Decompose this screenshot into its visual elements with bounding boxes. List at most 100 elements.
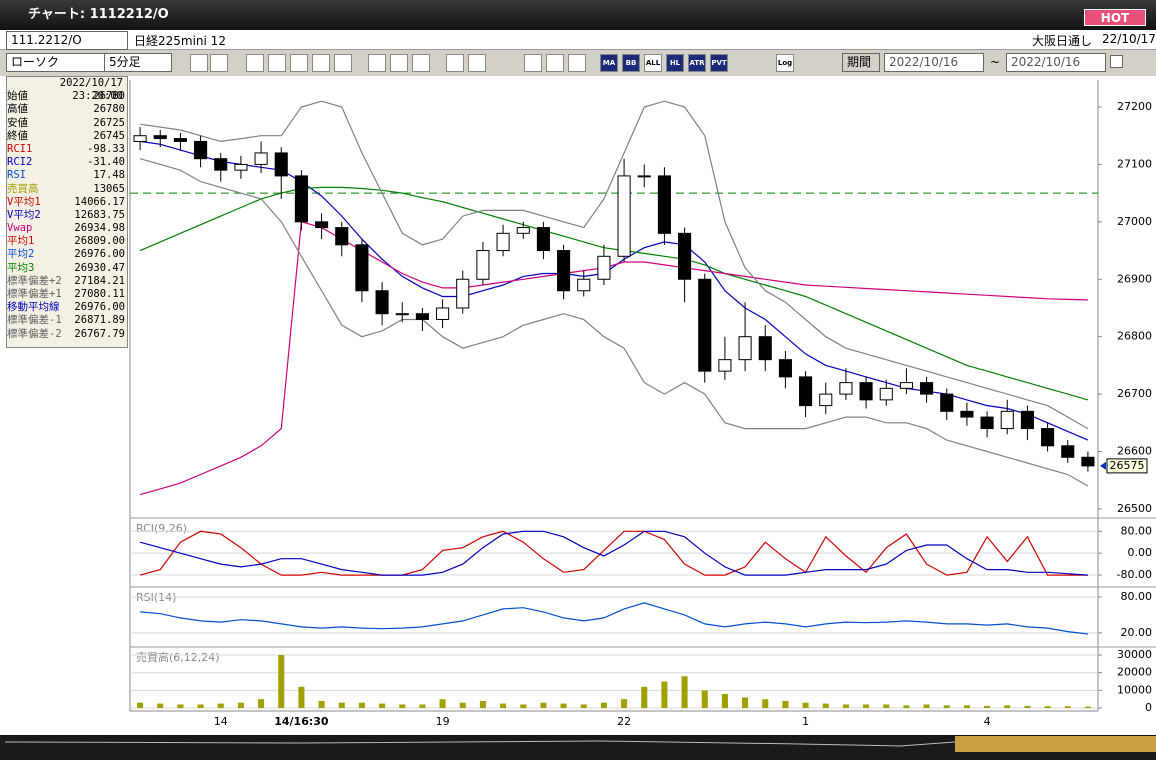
bar <box>883 704 890 708</box>
candle-body <box>476 250 490 280</box>
checkbox[interactable] <box>1110 55 1123 68</box>
to-date[interactable]: 2022/10/16 <box>1006 53 1106 72</box>
indicator-button[interactable]: HL <box>666 54 684 72</box>
bar <box>318 700 325 708</box>
info-row: 終値 26745 <box>7 130 127 143</box>
tool-button[interactable] <box>524 54 542 72</box>
candle-body <box>214 158 228 171</box>
last-price-label: 26575 <box>1110 459 1145 472</box>
info-value: 17.48 <box>93 169 125 182</box>
y-tick-label: 27100 <box>1117 157 1152 170</box>
info-label: 平均2 <box>7 248 35 261</box>
tool-button[interactable] <box>546 54 564 72</box>
info-label: RCI2 <box>7 156 33 169</box>
tool-button[interactable] <box>268 54 286 72</box>
y-tick-label: 20000 <box>1117 666 1152 679</box>
candle-body <box>496 232 510 252</box>
y-tick-label: 27200 <box>1117 100 1152 113</box>
tool-button[interactable] <box>190 54 208 72</box>
bar <box>560 703 567 708</box>
info-value: 14066.17 <box>74 195 125 208</box>
candle-body <box>456 278 470 309</box>
scroll-thumb[interactable] <box>955 736 1156 752</box>
tool-button[interactable] <box>412 54 430 72</box>
period-button[interactable]: 期間 <box>842 53 880 72</box>
bar <box>984 705 991 708</box>
indicator-button[interactable]: ATR <box>688 54 706 72</box>
info-label: 標準偏差+1 <box>7 288 62 300</box>
panel-title: RSI(14) <box>136 591 176 604</box>
bar <box>500 703 507 708</box>
info-panel: 2022/10/17 23:20:00 始値 26780 高値 26780 安値 2672… <box>6 76 128 348</box>
y-tick-label: 0.00 <box>1128 546 1153 559</box>
candle-body <box>375 290 389 315</box>
bar <box>137 702 144 708</box>
indicator-button[interactable]: ALL <box>644 54 662 72</box>
tool-button[interactable] <box>246 54 264 72</box>
bar <box>1004 705 1011 708</box>
info-label: 終値 <box>7 129 28 142</box>
tool-button[interactable] <box>446 54 464 72</box>
bar <box>943 705 950 708</box>
from-date[interactable]: 2022/10/16 <box>884 53 984 72</box>
series-line <box>139 530 1088 576</box>
bar <box>258 699 265 708</box>
info-value: 26725 <box>93 116 125 129</box>
bar <box>802 702 809 708</box>
bar <box>641 686 648 708</box>
info-value: 26809.00 <box>74 235 125 248</box>
tool-button[interactable] <box>468 54 486 72</box>
tool-button[interactable] <box>210 54 228 72</box>
axis-bg <box>1098 76 1156 736</box>
y-tick-label: 80.00 <box>1121 590 1153 603</box>
candle-body <box>1081 456 1095 467</box>
tool-button[interactable] <box>390 54 408 72</box>
indicator-button[interactable]: Log <box>776 54 794 72</box>
info-row: RCI1 -98.33 <box>7 143 127 156</box>
candle-body <box>799 376 813 407</box>
info-row: 標準偏差+1 27080.11 <box>7 288 127 301</box>
indicator-button[interactable]: BB <box>622 54 640 72</box>
tool-button[interactable] <box>290 54 308 72</box>
symbol-input[interactable]: 111.2212/O <box>6 31 128 50</box>
info-label: 始値 <box>7 90 28 103</box>
title-bar: チャート: 1112212/O <box>0 0 1156 30</box>
date: 22/10/17 <box>1102 32 1156 46</box>
indicator-button[interactable]: MA <box>600 54 618 72</box>
info-label: 標準偏差+2 <box>7 274 62 287</box>
candle-body <box>557 250 571 292</box>
x-tick-label: 4 <box>984 715 991 728</box>
candle-body <box>335 227 349 246</box>
candle-body <box>597 255 611 280</box>
bar <box>822 703 829 708</box>
candle-body <box>1041 428 1055 447</box>
candle-body <box>718 359 732 372</box>
bar <box>459 702 466 708</box>
y-tick-label: 27000 <box>1117 215 1152 228</box>
info-label: 標準偏差-2 <box>7 327 62 340</box>
chart-style-select[interactable]: ローソク <box>6 53 128 72</box>
info-value: 27080.11 <box>74 288 125 300</box>
bar <box>1024 705 1031 708</box>
bar <box>762 699 769 708</box>
tool-button[interactable] <box>568 54 586 72</box>
last-price-marker <box>1100 461 1106 470</box>
bar <box>419 704 426 708</box>
bar <box>298 686 305 708</box>
candle-body <box>738 336 752 361</box>
tool-button[interactable] <box>312 54 330 72</box>
info-row: Vwap 26934.98 <box>7 222 127 235</box>
info-value: 26976.00 <box>74 248 125 261</box>
bar <box>963 705 970 708</box>
interval-select[interactable]: 5分足 <box>104 53 172 72</box>
hot-button[interactable]: HOT <box>1084 9 1146 26</box>
x-tick-label: 22 <box>617 715 631 728</box>
bar <box>540 702 547 708</box>
tool-button[interactable] <box>368 54 386 72</box>
candle-body <box>657 175 671 234</box>
info-value: 26930.47 <box>74 261 125 274</box>
bar <box>157 703 164 708</box>
tool-button[interactable] <box>334 54 352 72</box>
indicator-button[interactable]: PVT <box>710 54 728 72</box>
